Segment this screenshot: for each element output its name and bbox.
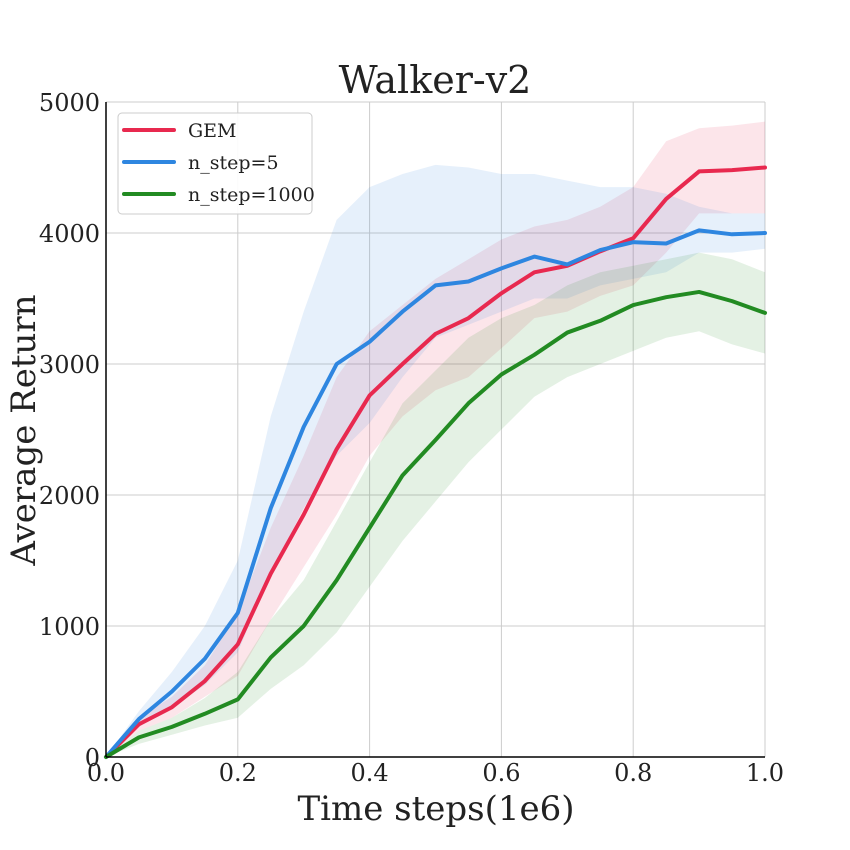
legend-label: GEM (188, 120, 237, 142)
y-tick-label: 0 (85, 744, 100, 772)
legend-label: n_step=5 (188, 152, 279, 174)
x-tick-label: 0.4 (351, 759, 389, 787)
y-tick-label: 1000 (39, 613, 100, 641)
x-tick-label: 1.0 (746, 759, 784, 787)
confidence-bands (106, 121, 765, 757)
series-line-2 (104, 289, 767, 759)
y-tick-label: 2000 (39, 482, 100, 510)
x-tick-label: 0.8 (614, 759, 652, 787)
x-tick-labels: 0.0 0.2 0.4 0.6 0.8 1.0 (87, 759, 784, 787)
band-0 (106, 121, 765, 757)
x-tick-label: 0.2 (219, 759, 257, 787)
x-axis-label: Time steps(1e6) (297, 789, 574, 829)
band-2 (106, 252, 765, 757)
series-lines (104, 165, 767, 759)
y-axis-label: Average Return (4, 294, 44, 566)
y-tick-labels: 0 1000 2000 3000 4000 5000 (39, 89, 100, 772)
x-tick-label: 0.6 (482, 759, 520, 787)
legend-box (117, 112, 313, 215)
grid-lines (106, 101, 766, 757)
x-tick-label: 0.0 (87, 759, 125, 787)
band-1 (106, 164, 765, 757)
series-line-0 (104, 165, 767, 759)
y-tick-label: 3000 (39, 351, 100, 379)
series-line-1 (104, 228, 767, 759)
y-tick-label: 4000 (39, 220, 100, 248)
y-tick-label: 5000 (39, 89, 100, 117)
chart-title: Walker-v2 (339, 58, 532, 102)
legend: GEM n_step=5 n_step=1000 (117, 112, 315, 215)
legend-label: n_step=1000 (188, 184, 315, 206)
